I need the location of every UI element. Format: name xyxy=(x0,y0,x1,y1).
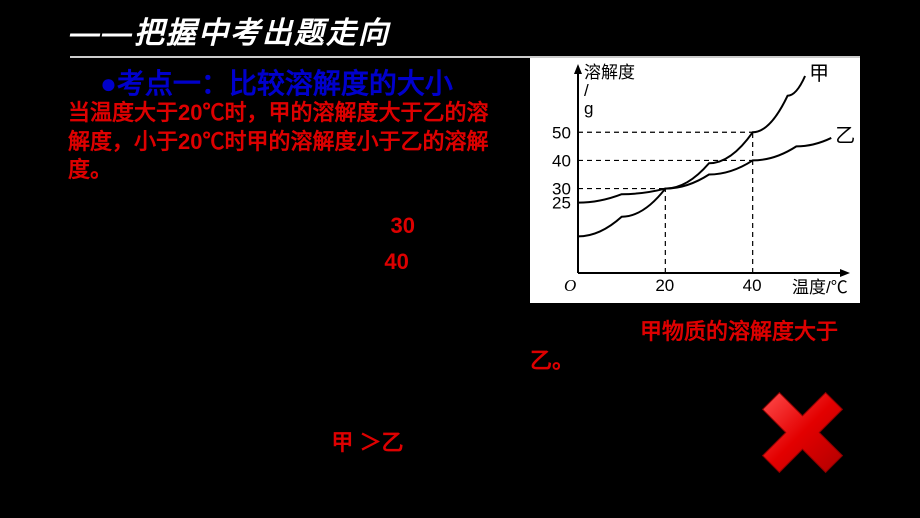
page-title: ——把握中考出题走向 xyxy=(70,17,390,50)
svg-text:/: / xyxy=(584,81,589,100)
q2-tail: 。 xyxy=(422,430,444,455)
svg-text:溶解度: 溶解度 xyxy=(584,63,635,82)
q2-line2-wrap: （用＞、＜ 或 ＝ 表示） 甲 ＞乙。 xyxy=(68,428,548,461)
q1-part1: 20 ℃时，甲物质的溶解度是 xyxy=(95,213,368,238)
svg-text:温度/℃: 温度/℃ xyxy=(792,278,848,297)
q1-blank2: 40 xyxy=(368,245,426,281)
question-1: 20 ℃时，甲物质的溶解度是 30 g。 40 ℃时，乙物质的溶解度是40 g。 xyxy=(95,209,475,281)
q1-unit2: g。 xyxy=(426,249,468,274)
topic-bullet: ● xyxy=(100,68,117,99)
q1-part2: 40 ℃时，乙物质的溶解度是 xyxy=(95,249,368,274)
q1-unit1: g。 xyxy=(432,213,474,238)
q2-line2: （用＞、＜ 或 ＝ 表示） xyxy=(68,430,306,455)
header-bar: ——把握中考出题走向 xyxy=(70,8,860,58)
wrong-cross-icon xyxy=(750,380,855,485)
question-2: 40℃时甲 、乙的溶解度大小关系是 （用＞、＜ 或 ＝ 表示） 甲 ＞乙。 xyxy=(68,397,548,461)
q2-line1: 40℃时甲 、乙的溶解度大小关系是 xyxy=(68,397,548,428)
q1-blank1: 30 xyxy=(374,209,432,245)
svg-text:50: 50 xyxy=(552,123,571,142)
svg-text:甲: 甲 xyxy=(809,63,829,85)
svg-text:g: g xyxy=(584,99,593,118)
mistake-label: 易错答案： xyxy=(530,319,640,344)
svg-text:40: 40 xyxy=(552,151,571,170)
svg-text:O: O xyxy=(564,276,576,295)
chart-svg: O溶解度/g温度/℃204025304050甲乙 xyxy=(530,58,860,303)
explanation-text: 当温度大于20℃时，甲的溶解度大于乙的溶解度，小于20℃时甲的溶解度小于乙的溶解… xyxy=(68,99,508,185)
svg-text:40: 40 xyxy=(743,276,762,295)
solubility-chart: O溶解度/g温度/℃204025304050甲乙 xyxy=(530,58,860,303)
topic-line: ●考点一：比较溶解度的大小 xyxy=(100,62,453,102)
explanation-body: 当温度大于20℃时，甲的溶解度大于乙的溶解度，小于20℃时甲的溶解度小于乙的溶解… xyxy=(68,100,488,182)
svg-text:30: 30 xyxy=(552,180,571,199)
common-mistake: 易错答案：甲物质的溶解度大于乙。 xyxy=(530,318,870,375)
svg-text:20: 20 xyxy=(655,276,674,295)
topic-text: 考点一：比较溶解度的大小 xyxy=(117,68,453,99)
svg-text:乙: 乙 xyxy=(835,125,855,147)
q2-blank: 甲 ＞乙 xyxy=(312,428,422,461)
